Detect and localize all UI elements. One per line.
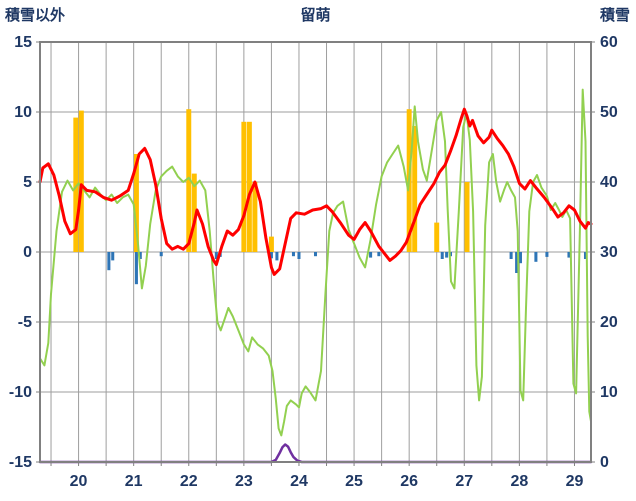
left-axis-tick-label: 15 bbox=[14, 34, 32, 51]
right-axis-title: 積雪 bbox=[599, 7, 630, 24]
x-axis-tick-label: 25 bbox=[345, 473, 363, 490]
right-axis-tick-label: 10 bbox=[600, 384, 618, 401]
right-axis-tick-label: 60 bbox=[600, 34, 618, 51]
x-axis-tick-label: 23 bbox=[235, 473, 253, 490]
left-axis-title: 積雪以外 bbox=[5, 7, 66, 24]
temperature-line bbox=[38, 107, 593, 276]
right-axis-tick-label: 20 bbox=[600, 314, 618, 331]
left-axis-tick-label: 10 bbox=[14, 104, 32, 121]
x-axis-tick-label: 22 bbox=[180, 473, 198, 490]
right-axis-tick-label: 50 bbox=[600, 104, 618, 121]
x-axis-tick-label: 24 bbox=[290, 473, 308, 490]
right-axis-tick-label: 0 bbox=[600, 454, 609, 471]
snow-depth-line bbox=[38, 443, 593, 464]
precipitation-bars bbox=[107, 252, 588, 285]
right-axis-tick-label: 40 bbox=[600, 174, 618, 191]
x-axis-tick-label: 29 bbox=[566, 473, 584, 490]
x-axis-tick-label: 21 bbox=[125, 473, 143, 490]
chart-title: 留萌 bbox=[300, 7, 331, 24]
x-axis-tick-label: 28 bbox=[510, 473, 528, 490]
x-axis-tick-label: 20 bbox=[70, 473, 88, 490]
left-axis-tick-label: -10 bbox=[9, 384, 32, 401]
right-axis-tick-label: 30 bbox=[600, 244, 618, 261]
x-axis-tick-label: 26 bbox=[400, 473, 418, 490]
left-axis-tick-label: -5 bbox=[18, 314, 32, 331]
left-axis-tick-label: -15 bbox=[9, 454, 32, 471]
x-axis-tick-label: 27 bbox=[455, 473, 473, 490]
left-axis-tick-label: 5 bbox=[23, 174, 32, 191]
left-axis-tick-label: 0 bbox=[23, 244, 32, 261]
green-line bbox=[39, 88, 592, 437]
tick-marks bbox=[36, 41, 595, 466]
